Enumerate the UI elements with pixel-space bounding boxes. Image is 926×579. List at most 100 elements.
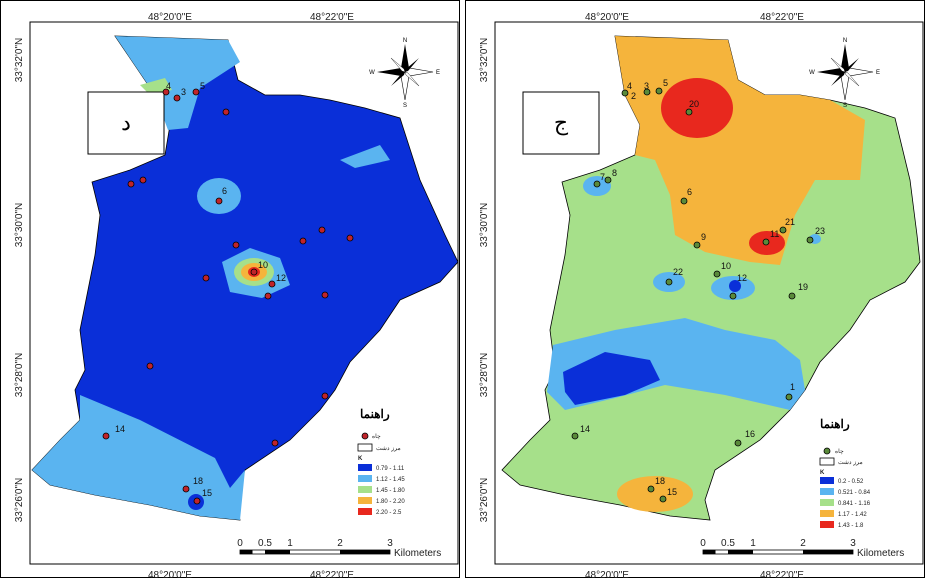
lat-label-3: 33°28'0"N bbox=[14, 353, 25, 398]
legend-class-label: 0.79 - 1.11 bbox=[376, 466, 405, 472]
lat-label-1: 33°32'0"N bbox=[479, 38, 490, 83]
legend-boundary-icon bbox=[357, 443, 373, 452]
well-marker bbox=[785, 393, 793, 401]
well-marker bbox=[655, 87, 663, 95]
legend-swatch bbox=[820, 488, 834, 495]
zone-red-20 bbox=[661, 78, 733, 138]
well-label: 23 bbox=[815, 226, 825, 236]
scale-unit: Kilometers bbox=[394, 548, 441, 559]
lat-label-2: 33°30'0"N bbox=[479, 203, 490, 248]
well-label: 19 bbox=[798, 282, 808, 292]
well-marker bbox=[102, 432, 110, 440]
zone-orange-south bbox=[617, 476, 693, 512]
well-marker bbox=[779, 226, 787, 234]
well-label: 15 bbox=[202, 488, 212, 498]
well-marker bbox=[806, 236, 814, 244]
zone-light-blue-6 bbox=[197, 178, 241, 214]
well-label: 21 bbox=[785, 217, 795, 227]
well-marker bbox=[192, 88, 200, 96]
lon-label-top-left: 48°20'0"E bbox=[585, 12, 629, 23]
legend-point-label: چاه bbox=[835, 448, 844, 455]
well-marker bbox=[202, 274, 210, 282]
north-label: N bbox=[843, 38, 847, 44]
legend: راهنما چاه مرز دشت K 0.79 - 1.11 1.12 - … bbox=[357, 407, 405, 516]
well-marker bbox=[693, 241, 701, 249]
well-marker bbox=[139, 176, 147, 184]
legend-title: راهنما bbox=[820, 417, 850, 432]
legend-class-label: 0.841 - 1.16 bbox=[838, 501, 871, 507]
well-marker bbox=[127, 180, 135, 188]
well-marker bbox=[762, 238, 770, 246]
legend-class-label: 1.43 - 1.8 bbox=[838, 523, 864, 529]
legend-swatch bbox=[820, 510, 834, 517]
well-marker bbox=[346, 234, 354, 242]
scale-bar: 0 0.5 1 2 3 Kilometers bbox=[237, 538, 441, 559]
well-label: 20 bbox=[689, 99, 699, 109]
legend-class-label: 1.17 - 1.42 bbox=[838, 512, 867, 518]
legend-class-label: 2.20 - 2.5 bbox=[376, 510, 402, 516]
lon-label-bottom-left: 48°20'0"E bbox=[585, 570, 629, 579]
scale-tick: 0 bbox=[700, 538, 706, 549]
well-label: 8 bbox=[612, 168, 617, 178]
lon-label-top-right: 48°22'0"E bbox=[310, 12, 354, 23]
zone-light-blue-north bbox=[115, 36, 240, 130]
panel-letter: د bbox=[121, 110, 131, 135]
lat-label-3: 33°28'0"N bbox=[479, 353, 490, 398]
well-marker bbox=[271, 439, 279, 447]
well-label: 12 bbox=[276, 273, 286, 283]
well-marker bbox=[604, 176, 612, 184]
east-label: E bbox=[436, 70, 440, 76]
scale-tick: 2 bbox=[337, 538, 343, 549]
well-label: 6 bbox=[687, 187, 692, 197]
south-label: S bbox=[843, 103, 847, 109]
scale-tick: 0 bbox=[237, 538, 243, 549]
legend-title: راهنما bbox=[360, 407, 390, 422]
east-label: E bbox=[876, 70, 880, 76]
map-right-svg: 48°20'0"E 48°22'0"E 48°20'0"E 48°22'0"E … bbox=[465, 0, 925, 579]
zone-blue-south bbox=[563, 352, 660, 405]
legend-class-header: K bbox=[820, 470, 825, 476]
scale-tick: 3 bbox=[850, 538, 856, 549]
well-label: 5 bbox=[200, 81, 205, 91]
well-marker bbox=[182, 485, 190, 493]
well-marker bbox=[571, 432, 579, 440]
legend-class-label: 0.2 - 0.52 bbox=[838, 479, 864, 485]
scale-tick: 0.5 bbox=[721, 538, 735, 549]
map-panel-right: 48°20'0"E 48°22'0"E 48°20'0"E 48°22'0"E … bbox=[465, 0, 926, 579]
lat-label-2: 33°30'0"N bbox=[14, 203, 25, 248]
panel-letter-box bbox=[522, 91, 600, 155]
well-label: 11 bbox=[770, 229, 779, 239]
well-label: 14 bbox=[580, 424, 590, 434]
scale-tick: 0.5 bbox=[258, 538, 272, 549]
well-label: 9 bbox=[701, 232, 706, 242]
well-marker bbox=[146, 362, 154, 370]
legend: راهنما چاه مرز دشت K 0.2 - 0.52 0.521 - … bbox=[819, 417, 871, 529]
west-label: W bbox=[809, 70, 815, 76]
legend-swatch bbox=[358, 486, 372, 493]
well-label: 3 bbox=[181, 87, 186, 97]
lon-label-bottom-right: 48°22'0"E bbox=[310, 570, 354, 579]
panel-letter: ج bbox=[554, 110, 569, 136]
well-marker bbox=[729, 292, 737, 300]
well-marker bbox=[268, 280, 276, 288]
well-label: 1 bbox=[790, 382, 795, 392]
map-panel-left: 48°20'0"E 48°22'0"E 48°20'0"E 48°22'0"E … bbox=[0, 0, 461, 579]
well-marker bbox=[162, 88, 170, 96]
well-label: 4 bbox=[166, 81, 171, 91]
legend-swatch bbox=[358, 497, 372, 504]
scale-bar: 0 0.5 1 2 3 Kilometers bbox=[700, 538, 904, 559]
well-marker bbox=[321, 291, 329, 299]
scale-unit: Kilometers bbox=[857, 548, 904, 559]
scale-tick: 2 bbox=[800, 538, 806, 549]
legend-swatch bbox=[358, 508, 372, 515]
legend-swatch bbox=[358, 475, 372, 482]
legend-class-label: 1.45 - 1.80 bbox=[376, 488, 405, 494]
lat-label-4: 33°26'0"N bbox=[479, 478, 490, 523]
well-label: 6 bbox=[222, 186, 227, 196]
well-marker bbox=[318, 226, 326, 234]
legend-swatch bbox=[820, 477, 834, 484]
well-label: 16 bbox=[745, 429, 755, 439]
well-marker bbox=[264, 292, 272, 300]
zone-light-blue-east bbox=[340, 145, 390, 168]
legend-class-label: 0.521 - 0.84 bbox=[838, 490, 871, 496]
